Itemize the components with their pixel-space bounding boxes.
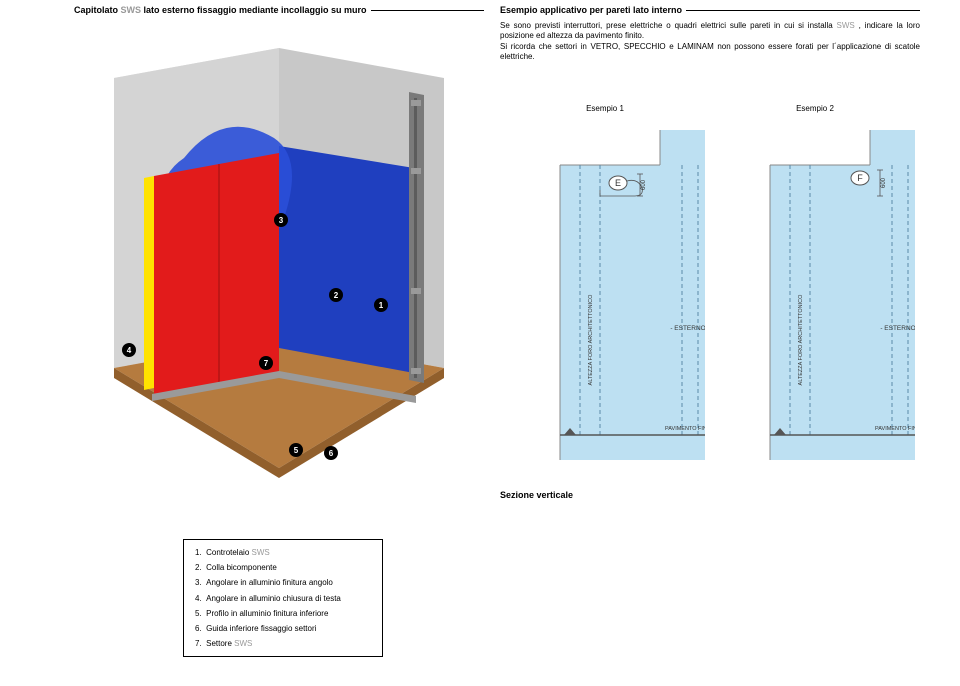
svg-text:F: F [857, 173, 863, 183]
isometric-illustration: 3 2 1 4 7 5 6 [74, 38, 484, 478]
paragraph-1: Se sono previsti interruttori, prese ele… [500, 21, 920, 42]
legend: 1. Controtelaio SWS 2. Colla bicomponent… [195, 545, 341, 651]
left-column: Capitolato SWS lato esterno fissaggio me… [74, 5, 484, 15]
svg-text:- ESTERNO -: - ESTERNO - [880, 325, 915, 332]
callout-1: 1 [374, 298, 388, 312]
esempio-2-label: Esempio 2 [796, 104, 834, 113]
title-underline [371, 10, 484, 11]
right-title-text: Esempio applicativo per pareti lato inte… [500, 5, 682, 15]
title-post: lato esterno fissaggio mediante incollag… [141, 5, 367, 15]
esempio-1-label: Esempio 1 [586, 104, 624, 113]
callout-4: 4 [122, 343, 136, 357]
paragraph-2: Si ricorda che settori in VETRO, SPECCHI… [500, 42, 920, 63]
title-pre: Capitolato [74, 5, 121, 15]
left-title: Capitolato SWS lato esterno fissaggio me… [74, 5, 484, 15]
svg-text:PAVIMENTO FINITO: PAVIMENTO FINITO [875, 426, 915, 432]
svg-text:- ESTERNO -: - ESTERNO - [670, 325, 705, 332]
svg-text:ALTEZZA FORO ARCHITETTONICO: ALTEZZA FORO ARCHITETTONICO [588, 294, 594, 386]
callout-6: 6 [324, 446, 338, 460]
svg-text:ALTEZZA FORO ARCHITETTONICO: ALTEZZA FORO ARCHITETTONICO [798, 294, 804, 386]
diagram-e-label: E [615, 178, 621, 188]
title-sws: SWS [121, 5, 142, 15]
examples-row: Esempio 1 Esempio 2 [500, 104, 920, 113]
callout-2: 2 [329, 288, 343, 302]
svg-text:600: 600 [641, 179, 647, 190]
sezione-verticale-label: Sezione verticale [500, 490, 573, 500]
diagram-esempio-2: F 600 ALTEZZA FORO ARCHITETTONICO - ESTE… [720, 130, 915, 460]
callout-7: 7 [259, 356, 273, 370]
title-underline [686, 10, 920, 11]
callout-5: 5 [289, 443, 303, 457]
legend-box [183, 539, 383, 657]
svg-text:PAVIMENTO FINITO: PAVIMENTO FINITO [665, 426, 705, 432]
right-title: Esempio applicativo per pareti lato inte… [500, 5, 920, 15]
right-column: Esempio applicativo per pareti lato inte… [500, 5, 920, 63]
callout-3: 3 [274, 213, 288, 227]
svg-text:600: 600 [881, 177, 887, 188]
diagram-esempio-1: E 600 ALTEZZA FORO ARCHITETTONICO - ESTE… [510, 130, 705, 460]
